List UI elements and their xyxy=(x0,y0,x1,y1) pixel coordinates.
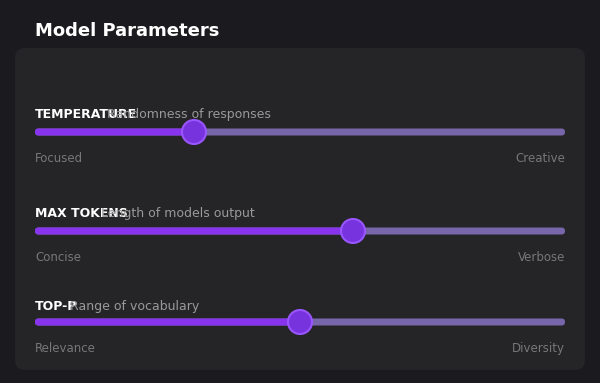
Text: TOP-P: TOP-P xyxy=(35,300,77,313)
FancyBboxPatch shape xyxy=(35,319,300,326)
Text: Verbose: Verbose xyxy=(518,251,565,264)
Text: Model Parameters: Model Parameters xyxy=(35,22,220,40)
Text: MAX TOKENS: MAX TOKENS xyxy=(35,207,128,220)
Text: Focused: Focused xyxy=(35,152,83,165)
Circle shape xyxy=(288,310,312,334)
Text: Relevance: Relevance xyxy=(35,342,96,355)
Circle shape xyxy=(182,120,206,144)
FancyBboxPatch shape xyxy=(35,129,194,136)
Text: Range of vocabulary: Range of vocabulary xyxy=(66,300,199,313)
Text: Length of models output: Length of models output xyxy=(97,207,255,220)
FancyBboxPatch shape xyxy=(35,228,353,234)
Text: Creative: Creative xyxy=(515,152,565,165)
FancyBboxPatch shape xyxy=(15,48,585,370)
FancyBboxPatch shape xyxy=(35,319,565,326)
Text: Randomness of responses: Randomness of responses xyxy=(103,108,271,121)
Text: TEMPERATURE: TEMPERATURE xyxy=(35,108,137,121)
Circle shape xyxy=(341,219,365,243)
FancyBboxPatch shape xyxy=(35,129,565,136)
Text: Concise: Concise xyxy=(35,251,81,264)
FancyBboxPatch shape xyxy=(35,228,565,234)
Text: Diversity: Diversity xyxy=(512,342,565,355)
